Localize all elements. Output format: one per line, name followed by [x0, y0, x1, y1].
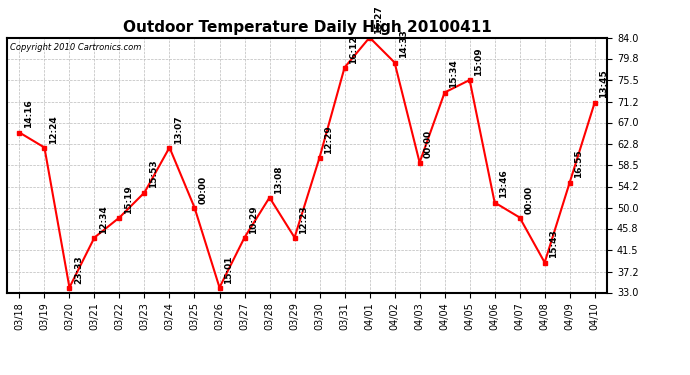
Text: Copyright 2010 Cartronics.com: Copyright 2010 Cartronics.com: [10, 43, 141, 52]
Text: 14:33: 14:33: [399, 30, 408, 58]
Text: 12:24: 12:24: [49, 115, 58, 144]
Text: 13:08: 13:08: [274, 165, 283, 194]
Text: 12:23: 12:23: [299, 205, 308, 234]
Text: 23:33: 23:33: [74, 255, 83, 284]
Text: 15:27: 15:27: [374, 5, 383, 33]
Text: 15:34: 15:34: [449, 60, 458, 88]
Text: 12:29: 12:29: [324, 125, 333, 153]
Text: 00:00: 00:00: [524, 185, 533, 213]
Text: 13:46: 13:46: [499, 170, 508, 198]
Text: 15:01: 15:01: [224, 255, 233, 284]
Text: 15:09: 15:09: [474, 47, 483, 76]
Text: 16:12: 16:12: [349, 35, 358, 63]
Text: 15:53: 15:53: [149, 160, 158, 189]
Text: 10:29: 10:29: [249, 205, 258, 234]
Text: 13:07: 13:07: [174, 115, 183, 144]
Text: 15:43: 15:43: [549, 230, 558, 258]
Text: 00:00: 00:00: [199, 176, 208, 204]
Text: 12:34: 12:34: [99, 205, 108, 234]
Title: Outdoor Temperature Daily High 20100411: Outdoor Temperature Daily High 20100411: [123, 20, 491, 35]
Text: 00:00: 00:00: [424, 130, 433, 159]
Text: 13:45: 13:45: [599, 70, 608, 99]
Text: 14:16: 14:16: [24, 100, 33, 129]
Text: 15:19: 15:19: [124, 185, 133, 213]
Text: 16:55: 16:55: [574, 150, 583, 178]
